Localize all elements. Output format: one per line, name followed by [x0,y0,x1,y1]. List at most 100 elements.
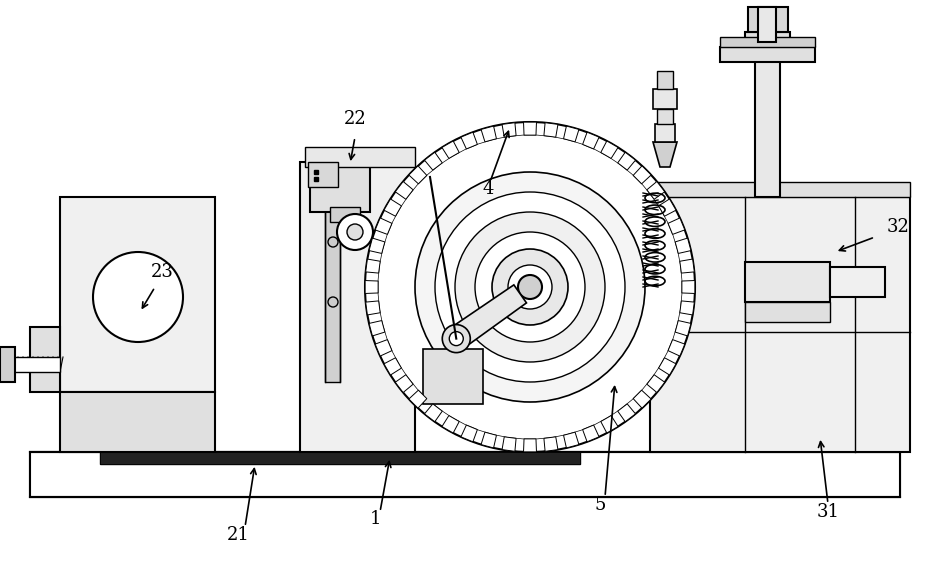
Bar [748,7,788,32]
Polygon shape [647,375,665,392]
Polygon shape [618,404,636,422]
Circle shape [378,135,682,439]
Polygon shape [601,416,618,433]
Circle shape [337,214,373,250]
Polygon shape [365,301,380,315]
Polygon shape [544,123,558,137]
Polygon shape [369,238,385,253]
Bar [745,32,790,52]
Polygon shape [563,432,579,448]
Text: 4: 4 [483,180,494,198]
Bar [830,267,885,297]
Circle shape [492,249,568,325]
Polygon shape [582,425,599,442]
Polygon shape [376,340,392,356]
Polygon shape [524,439,536,452]
Polygon shape [365,281,378,293]
Polygon shape [408,166,427,184]
Text: 5: 5 [594,496,606,514]
Circle shape [455,212,605,362]
Polygon shape [384,358,402,375]
Polygon shape [408,390,427,408]
Bar [720,37,815,47]
Bar [30,452,900,497]
Bar [325,182,340,382]
Circle shape [475,232,585,342]
Bar [100,452,580,464]
Bar [300,162,415,452]
Polygon shape [395,182,413,199]
Circle shape [795,262,805,272]
Text: 1: 1 [369,510,380,528]
Polygon shape [582,132,599,149]
Polygon shape [675,321,691,336]
Polygon shape [633,390,651,408]
Text: 21: 21 [226,526,250,544]
Text: 23: 23 [150,263,174,281]
Text: 22: 22 [344,110,366,128]
Circle shape [449,332,463,346]
Circle shape [795,297,805,307]
Bar [330,207,360,222]
Polygon shape [461,132,477,149]
Bar [308,162,338,187]
Polygon shape [461,425,477,442]
Bar [305,147,415,167]
Bar [5,357,60,372]
Bar [653,89,677,109]
Polygon shape [675,238,691,253]
Bar [720,47,815,62]
Bar [755,32,780,197]
Bar [745,262,830,302]
Polygon shape [384,199,402,217]
Circle shape [328,297,338,307]
Polygon shape [481,126,497,142]
Polygon shape [442,416,459,433]
Bar [423,349,484,404]
Bar [310,162,370,212]
Bar [60,392,215,452]
Bar [60,197,215,392]
Bar [657,109,673,124]
Circle shape [415,172,645,402]
Bar [758,7,776,42]
Polygon shape [618,152,636,170]
Text: 31: 31 [817,503,839,521]
Bar [657,71,673,89]
Polygon shape [658,358,676,375]
Bar [100,452,580,464]
Bar [650,197,910,452]
Polygon shape [668,218,685,235]
Bar [30,452,900,497]
Polygon shape [668,340,685,356]
Polygon shape [442,141,459,158]
Circle shape [328,237,338,247]
Polygon shape [647,182,665,199]
Polygon shape [680,259,694,273]
Polygon shape [601,141,618,158]
Polygon shape [365,259,380,273]
Polygon shape [544,437,558,451]
Bar [0,347,15,382]
Polygon shape [502,123,516,137]
Polygon shape [424,152,442,170]
Polygon shape [680,301,694,315]
Bar [745,302,830,322]
Polygon shape [653,142,677,167]
Circle shape [93,252,183,342]
Circle shape [518,275,542,299]
Polygon shape [633,166,651,184]
Polygon shape [376,218,392,235]
Polygon shape [456,285,527,344]
Bar [650,182,910,197]
Bar [30,327,60,392]
Polygon shape [424,404,442,422]
Circle shape [442,325,470,353]
Polygon shape [502,437,516,451]
Polygon shape [369,321,385,336]
Polygon shape [682,281,695,293]
Circle shape [365,122,695,452]
Circle shape [435,192,625,382]
Polygon shape [658,199,676,217]
Circle shape [347,224,363,240]
